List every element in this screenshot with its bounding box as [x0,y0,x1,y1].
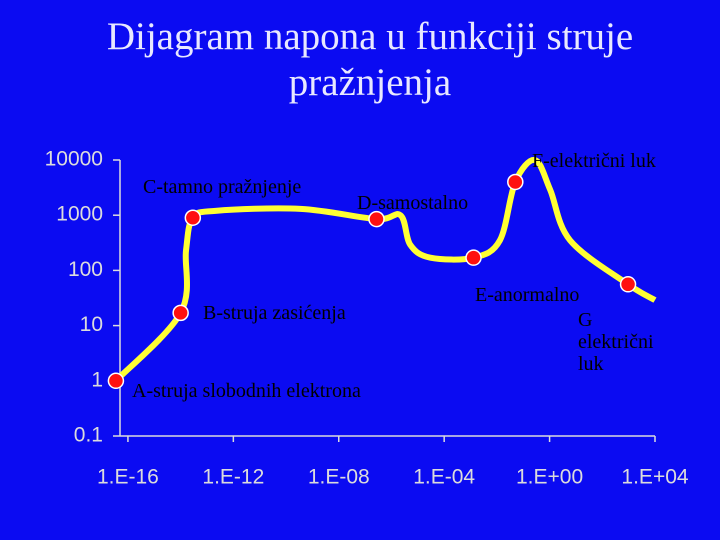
x-tick-label: 1.E+00 [516,466,583,489]
annotation: D-samostalno [357,192,469,214]
x-tick-label: 1.E-16 [97,466,159,489]
y-tick-label: 10000 [45,148,103,171]
annotation: C-tamno pražnjenje [143,176,302,198]
x-tick-label: 1.E+04 [621,466,688,489]
y-tick-label: 1 [91,368,103,391]
x-tick-label: 1.E-04 [413,466,475,489]
point [465,249,482,266]
annotation: F-električni luk [532,150,656,172]
point [368,210,385,228]
point [619,276,637,293]
y-tick-label: 10 [80,313,103,336]
chart-title: Dijagram napona u funkciji struje pražnj… [106,15,634,104]
y-tick-label: 0.1 [74,424,103,447]
point [172,304,189,322]
annotation: B-struja zasićenja [203,302,346,324]
point [184,209,202,226]
point [107,372,125,390]
y-tick-label: 100 [68,258,103,281]
annotation: G električni luk [578,309,654,375]
annotation: A-struja slobodnih elektrona [132,380,361,402]
x-tick-label: 1.E-12 [202,466,264,489]
annotation: E-anormalno [475,284,580,306]
x-tick-label: 1.E-08 [308,466,370,489]
point [507,173,524,191]
y-tick-label: 1000 [56,203,103,226]
